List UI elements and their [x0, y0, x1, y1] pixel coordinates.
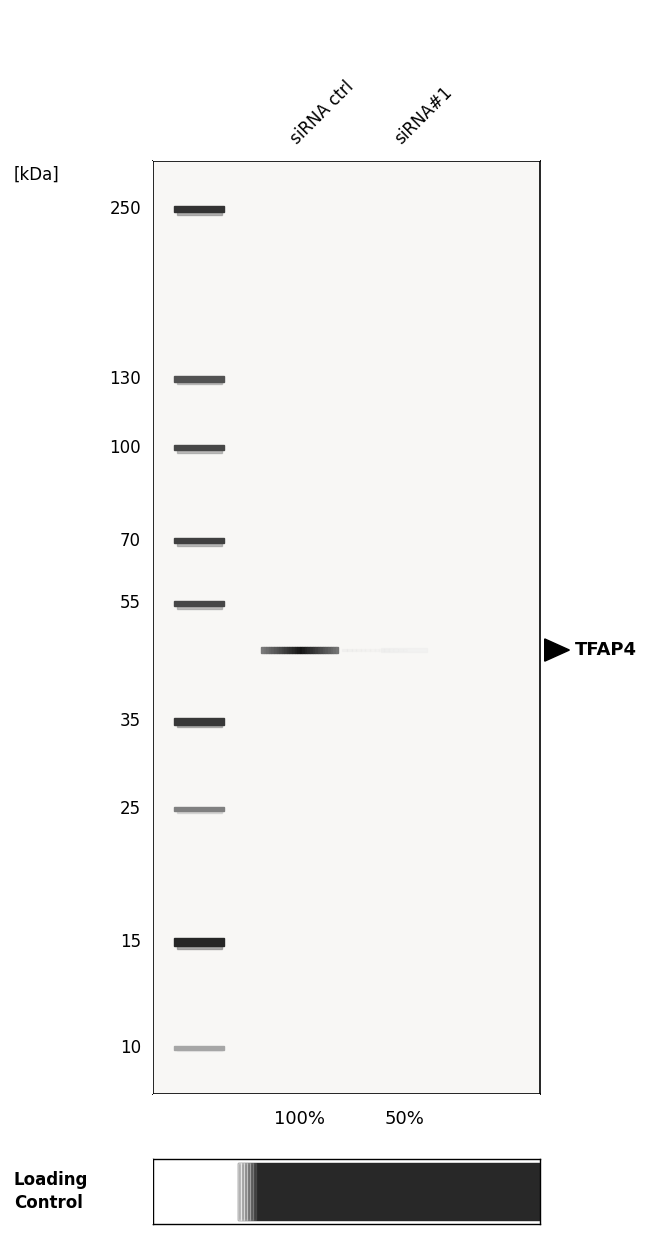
Text: 100: 100: [109, 439, 141, 456]
Text: 50%: 50%: [384, 1110, 424, 1127]
Bar: [174, 377, 224, 382]
Text: 15: 15: [120, 933, 141, 950]
Text: 100%: 100%: [274, 1110, 325, 1127]
Bar: [347, 649, 352, 651]
Bar: [274, 646, 276, 654]
Bar: [375, 649, 380, 651]
Bar: [264, 646, 266, 654]
Text: [kDa]: [kDa]: [14, 166, 60, 183]
Bar: [269, 646, 271, 654]
Bar: [297, 646, 300, 654]
Bar: [174, 1046, 224, 1049]
Bar: [402, 649, 408, 651]
Bar: [300, 646, 302, 654]
Bar: [254, 1163, 256, 1220]
Bar: [294, 646, 297, 654]
Bar: [380, 649, 384, 651]
Bar: [393, 649, 398, 651]
Text: Loading
Control: Loading Control: [14, 1172, 88, 1211]
Text: 70: 70: [120, 531, 141, 550]
Bar: [177, 450, 222, 452]
Text: 10: 10: [120, 1038, 141, 1057]
Bar: [177, 213, 222, 215]
Bar: [250, 1163, 254, 1220]
Bar: [287, 646, 289, 654]
Bar: [333, 646, 336, 654]
Text: 25: 25: [120, 800, 141, 818]
Bar: [238, 1163, 241, 1220]
Bar: [238, 1163, 540, 1220]
Text: 55: 55: [120, 595, 141, 613]
Bar: [361, 649, 365, 651]
Bar: [352, 649, 356, 651]
Bar: [174, 718, 224, 724]
Bar: [389, 649, 393, 651]
Bar: [284, 646, 287, 654]
Bar: [323, 646, 326, 654]
Bar: [174, 601, 224, 607]
Bar: [174, 205, 224, 213]
Bar: [384, 649, 389, 651]
Bar: [328, 646, 331, 654]
Bar: [305, 646, 307, 654]
Bar: [174, 807, 224, 811]
Bar: [310, 646, 313, 654]
Bar: [266, 646, 269, 654]
Bar: [343, 649, 347, 651]
Bar: [177, 724, 222, 727]
Bar: [276, 646, 279, 654]
Bar: [365, 649, 370, 651]
Bar: [177, 1049, 222, 1051]
Bar: [281, 646, 284, 654]
Bar: [177, 946, 222, 949]
Bar: [336, 646, 339, 654]
Bar: [381, 649, 427, 651]
Bar: [261, 646, 264, 654]
Bar: [241, 1163, 244, 1220]
Bar: [326, 646, 328, 654]
Bar: [289, 646, 292, 654]
Bar: [271, 646, 274, 654]
Bar: [174, 938, 224, 946]
Bar: [177, 544, 222, 545]
Bar: [177, 811, 222, 813]
Bar: [398, 649, 402, 651]
Bar: [356, 649, 361, 651]
Text: siRNA#1: siRNA#1: [391, 83, 456, 148]
Polygon shape: [545, 639, 569, 661]
Text: siRNA ctrl: siRNA ctrl: [287, 78, 357, 148]
Bar: [153, 1159, 238, 1224]
Bar: [313, 646, 315, 654]
Bar: [279, 646, 281, 654]
Bar: [331, 646, 333, 654]
Bar: [177, 382, 222, 384]
Bar: [247, 1163, 250, 1220]
Bar: [244, 1163, 247, 1220]
Bar: [292, 646, 294, 654]
Bar: [174, 445, 224, 450]
Bar: [318, 646, 320, 654]
Text: TFAP4: TFAP4: [575, 641, 636, 659]
Bar: [315, 646, 318, 654]
Bar: [320, 646, 323, 654]
Bar: [307, 646, 310, 654]
Bar: [302, 646, 305, 654]
Bar: [174, 538, 224, 544]
Text: 250: 250: [109, 200, 141, 218]
Text: 130: 130: [109, 371, 141, 388]
Bar: [370, 649, 375, 651]
Bar: [177, 607, 222, 608]
Text: 35: 35: [120, 712, 141, 730]
